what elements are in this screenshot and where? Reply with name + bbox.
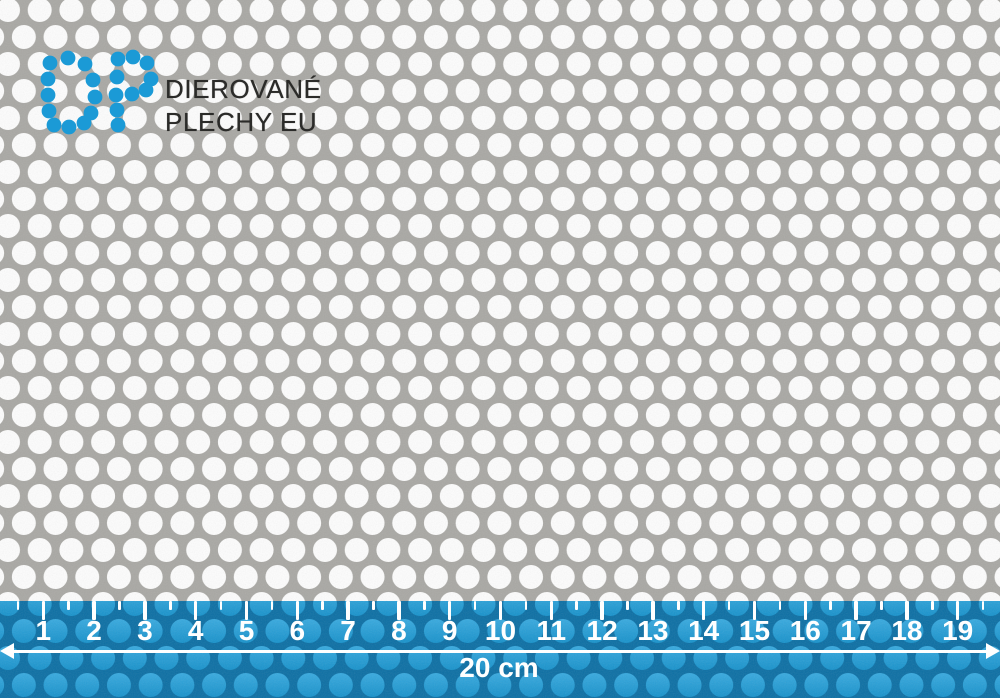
ruler-major-tick [854, 601, 858, 620]
ruler-number: 16 [789, 615, 821, 646]
ruler-number: 9 [441, 615, 458, 646]
ruler-minor-tick [981, 601, 985, 610]
ruler-major-tick [92, 601, 96, 620]
ruler-minor-tick [16, 601, 20, 610]
ruler-minor-tick [727, 601, 731, 610]
ruler-minor-tick [829, 601, 832, 610]
ruler-number: 4 [187, 615, 204, 646]
ruler-minor-tick [473, 601, 477, 610]
ruler-minor-tick [118, 601, 121, 610]
ruler-minor-tick [219, 601, 223, 610]
brand-name-line2: PLECHY EU [165, 107, 318, 137]
ruler-major-tick [905, 601, 909, 620]
ruler-number: 10 [484, 615, 517, 646]
ruler-major-tick [701, 601, 706, 620]
ruler-major-tick [346, 601, 350, 620]
ruler-number: 14 [688, 615, 720, 646]
ruler-number: 13 [637, 615, 669, 646]
ruler-number: 6 [289, 615, 306, 646]
ruler-length-label: 20 cm [459, 652, 539, 683]
ruler-major-tick [447, 601, 452, 620]
brand-name-line1: DIEROVANÉ [165, 74, 322, 104]
ruler-minor-tick [423, 601, 426, 610]
ruler-minor-tick [524, 601, 528, 610]
ruler-minor-tick [931, 601, 934, 610]
ruler-minor-tick [67, 601, 70, 610]
ruler-number: 3 [137, 615, 153, 646]
ruler-major-tick [41, 601, 46, 620]
ruler-minor-tick [778, 601, 782, 610]
ruler-major-tick [600, 601, 604, 620]
ruler-minor-tick [575, 601, 578, 610]
ruler-number: 8 [391, 615, 407, 646]
ruler-minor-tick [880, 601, 883, 610]
ruler-number: 7 [340, 615, 356, 646]
ruler-number: 17 [840, 615, 872, 646]
ruler-major-tick [549, 601, 554, 620]
ruler-major-tick [955, 601, 960, 620]
ruler-major-tick [498, 601, 503, 620]
ruler-minor-tick [270, 601, 274, 610]
ruler-major-tick [244, 601, 249, 620]
ruler-major-tick [143, 601, 147, 620]
ruler-minor-tick [321, 601, 324, 610]
ruler-number: 1 [35, 615, 52, 646]
ruler-major-tick [752, 601, 757, 620]
ruler-major-tick [295, 601, 300, 620]
ruler-arrowhead-right [986, 643, 1000, 659]
ruler-major-tick [397, 601, 401, 620]
ruler-number: 12 [586, 615, 618, 646]
ruler-number: 2 [86, 615, 102, 646]
ruler-number: 19 [942, 615, 974, 646]
ruler-number: 11 [536, 615, 567, 646]
ruler-number: 15 [738, 615, 771, 646]
ruler-major-tick [803, 601, 808, 620]
ruler-number: 18 [891, 615, 923, 646]
ruler-arrowhead-left [0, 643, 14, 659]
ruler-minor-tick [677, 601, 680, 610]
ruler-number: 5 [238, 615, 255, 646]
ruler-major-tick [651, 601, 655, 620]
ruler-minor-tick [626, 601, 629, 610]
ruler-minor-tick [372, 601, 375, 610]
ruler-arrow-line [9, 650, 991, 653]
ruler-major-tick [193, 601, 198, 620]
ruler-minor-tick [169, 601, 172, 610]
